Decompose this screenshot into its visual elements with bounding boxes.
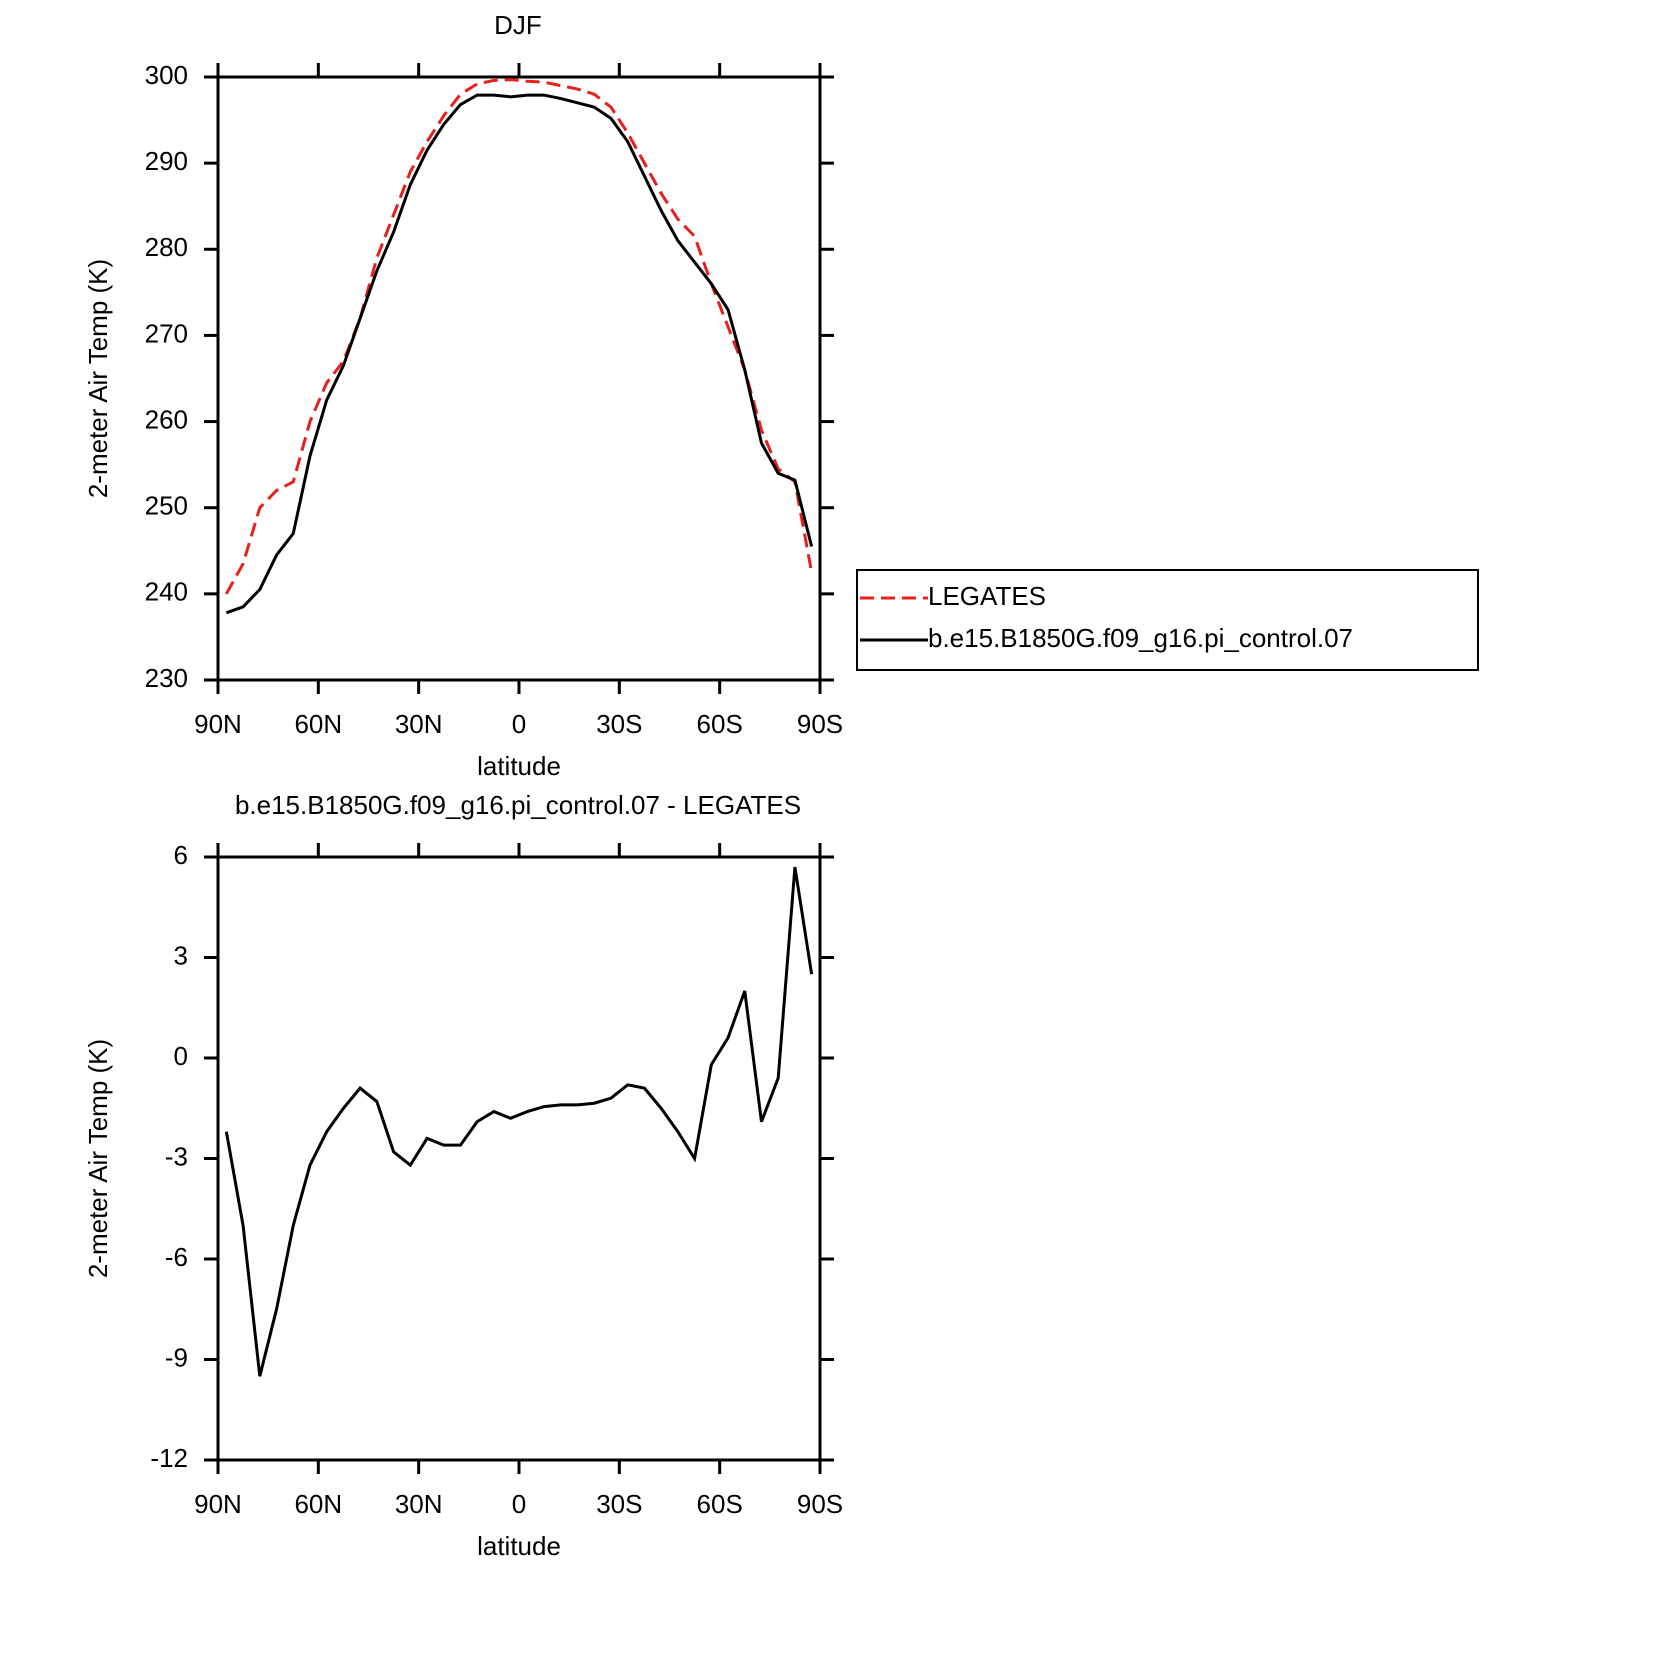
x-tick-label: 30S [596,709,642,739]
chart-title: b.e15.B1850G.f09_g16.pi_control.07 - LEG… [235,790,801,820]
x-tick-label: 30N [395,709,443,739]
x-tick-label: 90N [194,709,242,739]
y-tick-label: 230 [145,663,188,693]
y-tick-label: 270 [145,318,188,348]
y-tick-label: -6 [165,1242,188,1272]
plot-frame [216,75,822,682]
y-tick-label: 3 [174,940,188,970]
y-tick-label: -12 [150,1443,188,1473]
data-line [225,78,814,595]
y-tick-label: 250 [145,491,188,521]
y-tick-label: 290 [145,146,188,176]
x-tick-label: 0 [512,1489,526,1519]
x-tick-label: 90S [797,709,843,739]
y-tick-label: 260 [145,404,188,434]
x-tick-label: 60N [294,1489,342,1519]
y-tick-label: 280 [145,232,188,262]
y-tick-label: 300 [145,60,188,90]
data-line [225,93,814,615]
x-tick-label: 60S [697,709,743,739]
x-tick-label: 90S [797,1489,843,1519]
y-tick-label: 0 [174,1041,188,1071]
y-tick-label: -3 [165,1141,188,1171]
x-tick-label: 90N [194,1489,242,1519]
x-tick-label: 60S [697,1489,743,1519]
y-tick-label: 240 [145,577,188,607]
x-tick-label: 30N [395,1489,443,1519]
y-axis-title: 2-meter Air Temp (K) [83,1039,113,1278]
x-tick-label: 30S [596,1489,642,1519]
chart-title: DJF [494,10,542,40]
y-axis-title: 2-meter Air Temp (K) [83,259,113,498]
y-tick-label: -9 [165,1342,188,1372]
legend-label: b.e15.B1850G.f09_g16.pi_control.07 [928,623,1353,653]
legend-box [856,569,1479,671]
x-axis-title: latitude [477,751,561,781]
x-tick-label: 0 [512,709,526,739]
y-tick-label: 6 [174,840,188,870]
legend-label: LEGATES [928,581,1046,611]
data-line [224,866,814,1377]
x-tick-label: 60N [294,709,342,739]
x-axis-title: latitude [477,1531,561,1561]
plot-frame [216,855,822,1462]
